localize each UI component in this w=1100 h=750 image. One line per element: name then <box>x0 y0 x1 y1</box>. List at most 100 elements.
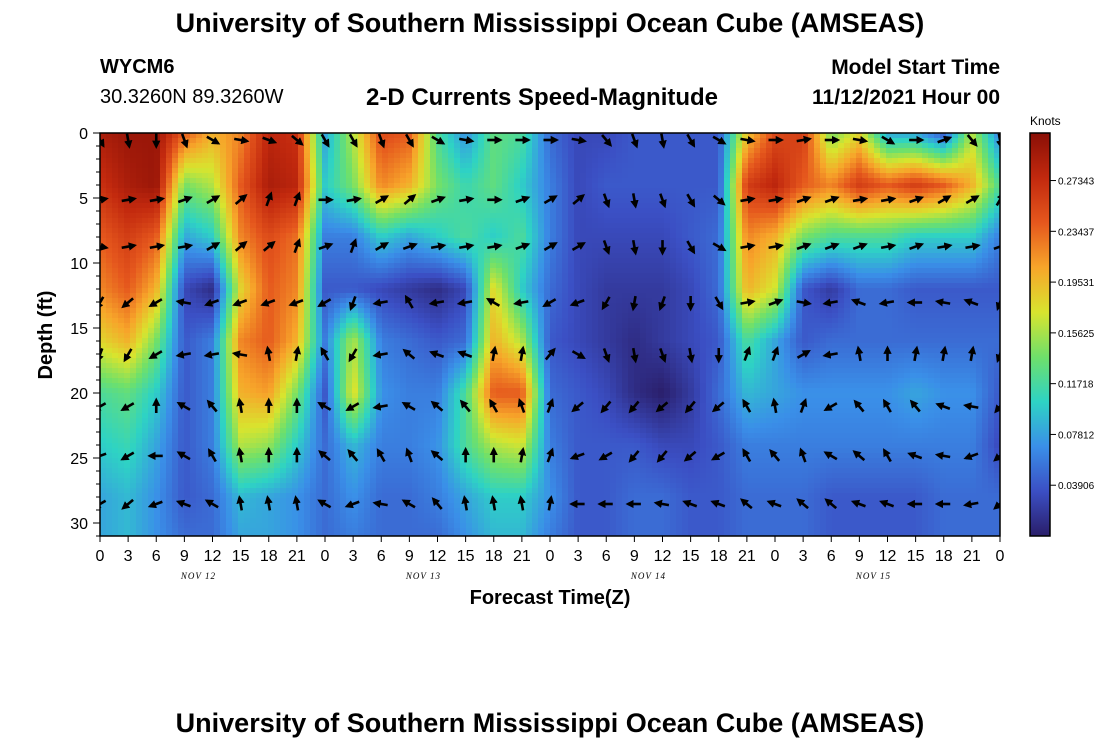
heatmap-cell <box>580 173 587 179</box>
heatmap-cell <box>808 188 815 194</box>
heatmap-cell <box>172 278 179 284</box>
heatmap-cell <box>586 233 593 239</box>
heatmap-cell <box>154 203 161 209</box>
heatmap-cell <box>334 188 341 194</box>
heatmap-cell <box>658 153 665 159</box>
heatmap-cell <box>688 233 695 239</box>
heatmap-cell <box>718 263 725 269</box>
heatmap-cell <box>742 188 749 194</box>
heatmap-cell <box>124 183 131 189</box>
heatmap-cell <box>646 148 653 154</box>
heatmap-cell <box>292 143 299 149</box>
heatmap-cell <box>646 138 653 144</box>
heatmap-cell <box>280 228 287 234</box>
heatmap-cell <box>130 288 137 294</box>
heatmap-cell <box>688 158 695 164</box>
heatmap-cell <box>310 173 317 179</box>
heatmap-cell <box>592 273 599 279</box>
heatmap-cell <box>766 263 773 269</box>
heatmap-cell <box>490 258 497 264</box>
heatmap-cell <box>448 263 455 269</box>
heatmap-cell <box>676 203 683 209</box>
heatmap-cell <box>688 228 695 234</box>
heatmap-cell <box>466 143 473 149</box>
heatmap-cell <box>382 228 389 234</box>
heatmap-cell <box>496 288 503 294</box>
heatmap-cell <box>736 183 743 189</box>
heatmap-cell <box>238 273 245 279</box>
heatmap-cell <box>352 248 359 254</box>
heatmap-cell <box>700 253 707 259</box>
heatmap-cell <box>928 133 935 139</box>
heatmap-cell <box>532 243 539 249</box>
heatmap-cell <box>922 143 929 149</box>
heatmap-cell <box>670 293 677 299</box>
heatmap-cell <box>382 173 389 179</box>
heatmap-cell <box>916 233 923 239</box>
heatmap-cell <box>124 228 131 234</box>
heatmap-cell <box>808 268 815 274</box>
heatmap-cell <box>634 233 641 239</box>
heatmap-cell <box>352 178 359 184</box>
heatmap-cell <box>754 223 761 229</box>
heatmap-cell <box>430 148 437 154</box>
heatmap-cell <box>202 258 209 264</box>
heatmap-cell <box>382 283 389 289</box>
heatmap-cell <box>670 268 677 274</box>
heatmap-cell <box>460 153 467 159</box>
heatmap-cell <box>148 218 155 224</box>
heatmap-cell <box>142 253 149 259</box>
heatmap-cell <box>730 143 737 149</box>
heatmap-cell <box>190 153 197 159</box>
heatmap-cell <box>880 283 887 289</box>
heatmap-cell <box>400 263 407 269</box>
heatmap-cell <box>844 238 851 244</box>
heatmap-cell <box>364 198 371 204</box>
heatmap-cell <box>250 138 257 144</box>
heatmap-cell <box>280 178 287 184</box>
heatmap-cell <box>382 183 389 189</box>
heatmap-cell <box>334 238 341 244</box>
heatmap-cell <box>604 278 611 284</box>
heatmap-cell <box>286 178 293 184</box>
heatmap-cell <box>526 183 533 189</box>
heatmap-cell <box>268 188 275 194</box>
heatmap-cell <box>538 293 545 299</box>
heatmap-cell <box>964 148 971 154</box>
heatmap-cell <box>106 273 113 279</box>
heatmap-cell <box>184 228 191 234</box>
heatmap-cell <box>544 143 551 149</box>
heatmap-cell <box>394 133 401 139</box>
heatmap-cell <box>574 283 581 289</box>
heatmap-cell <box>862 283 869 289</box>
heatmap-cell <box>358 138 365 144</box>
heatmap-cell <box>610 293 617 299</box>
heatmap-cell <box>430 168 437 174</box>
heatmap-cell <box>226 223 233 229</box>
heatmap-cell <box>784 198 791 204</box>
heatmap-cell <box>118 293 125 299</box>
heatmap-cell <box>478 288 485 294</box>
heatmap-cell <box>418 183 425 189</box>
heatmap-cell <box>370 278 377 284</box>
heatmap-cell <box>916 253 923 259</box>
heatmap-cell <box>796 248 803 254</box>
heatmap-cell <box>136 178 143 184</box>
heatmap-cell <box>586 223 593 229</box>
heatmap-cell <box>466 183 473 189</box>
heatmap-cell <box>958 213 965 219</box>
heatmap-cell <box>862 158 869 164</box>
heatmap-cell <box>658 213 665 219</box>
heatmap-cell <box>934 173 941 179</box>
heatmap-cell <box>388 263 395 269</box>
heatmap-cell <box>100 253 107 259</box>
heatmap-cell <box>724 158 731 164</box>
heatmap-cell <box>316 273 323 279</box>
heatmap-cell <box>112 298 119 304</box>
heatmap-cell <box>448 238 455 244</box>
heatmap-cell <box>886 248 893 254</box>
heatmap-cell <box>628 188 635 194</box>
heatmap-cell <box>556 148 563 154</box>
heatmap-cell <box>616 233 623 239</box>
heatmap-cell <box>340 183 347 189</box>
